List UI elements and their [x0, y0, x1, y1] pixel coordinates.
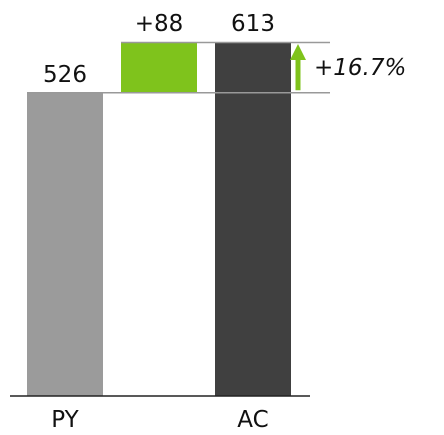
bar-ac	[215, 42, 291, 396]
percent-change-label: +16.7%	[314, 55, 406, 81]
bar-delta	[121, 42, 197, 93]
bar-py	[27, 92, 103, 397]
category-label-ac: AC	[237, 407, 268, 433]
value-label-ac: 613	[231, 11, 275, 37]
percent-arrow-head	[290, 44, 306, 60]
category-label-py: PY	[51, 407, 79, 433]
labels-layer: 526 613 +88 +16.7% PY AC	[43, 11, 406, 433]
delta-value-label: +88	[135, 11, 184, 37]
percent-arrow-shaft	[295, 60, 301, 91]
lines-layer	[10, 41, 330, 397]
bars-layer	[27, 42, 291, 397]
value-label-py: 526	[43, 62, 87, 88]
